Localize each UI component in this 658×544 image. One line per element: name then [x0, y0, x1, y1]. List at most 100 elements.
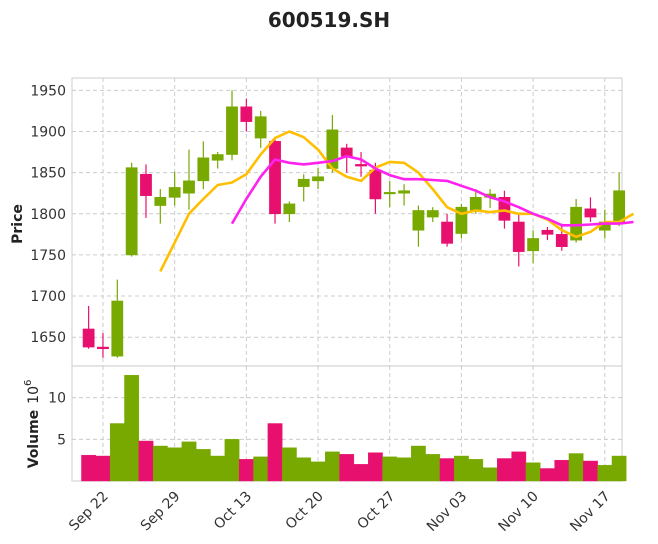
volume-tick-label: 5: [57, 432, 66, 448]
candle-body: [398, 190, 410, 194]
candle-body: [97, 346, 109, 350]
volume-axis-label: Volume 106: [23, 380, 42, 469]
candle-body: [312, 176, 324, 182]
volume-panel: 5 10: [48, 365, 627, 482]
volume-label-text: Volume: [26, 410, 42, 469]
volume-bar: [152, 445, 168, 482]
volume-bar: [439, 458, 455, 482]
volume-bar: [454, 455, 469, 482]
x-tick-label: Oct 27: [354, 489, 398, 533]
volume-bar: [554, 459, 570, 482]
candle-body: [283, 203, 296, 215]
volume-bar: [511, 451, 527, 482]
candle-body: [455, 206, 468, 234]
volume-bar: [568, 453, 584, 482]
volume-bar: [597, 464, 613, 482]
volume-exponent-power: 6: [23, 380, 34, 386]
volume-bar: [81, 454, 97, 482]
volume-tick-label: 10: [48, 391, 66, 407]
candle-body: [254, 116, 267, 139]
moving-average-line-magenta: [230, 154, 634, 227]
candle-body: [240, 106, 253, 122]
volume-bar: [482, 467, 498, 482]
volume-bar: [325, 451, 340, 482]
x-tick-label: Nov 10: [496, 489, 542, 535]
volume-bar: [138, 440, 154, 482]
volume-bar: [339, 454, 355, 482]
volume-bar: [109, 423, 125, 482]
candle-body: [82, 328, 95, 348]
volume-bar: [167, 447, 183, 482]
y-tick-label: 1900: [30, 124, 66, 140]
volume-bar: [267, 423, 283, 482]
volume-bar: [310, 461, 326, 482]
volume-bar: [353, 464, 369, 482]
candle-body: [369, 169, 382, 200]
y-tick-label: 1950: [30, 83, 66, 99]
x-tick-label: Sep 22: [66, 489, 112, 535]
price-panel-frame: [71, 77, 623, 367]
volume-bar: [296, 457, 312, 482]
x-tick-label: Oct 13: [211, 489, 255, 533]
x-tick-label: Oct 20: [283, 489, 327, 533]
chart-title: 600519.SH: [267, 8, 391, 32]
volume-bar: [411, 445, 426, 482]
volume-bar: [253, 456, 269, 482]
candle-body: [613, 190, 626, 223]
volume-exponent-base: 10: [26, 386, 42, 404]
candle-body: [441, 221, 453, 244]
volume-bar: [238, 459, 254, 482]
x-axis: Sep 22 Sep 29 Oct 13 Oct 20 Oct 27 Nov 03 Nov …: [66, 489, 614, 535]
volume-bar: [468, 459, 484, 482]
candle-body: [570, 206, 583, 241]
candle-body: [140, 173, 152, 196]
candle-body: [469, 197, 482, 211]
y-tick-label: 1650: [30, 330, 66, 346]
candle-body: [383, 192, 396, 195]
candle-body: [269, 141, 281, 215]
candle-body: [111, 300, 124, 357]
volume-bar: [396, 457, 412, 482]
candle-body: [168, 187, 181, 198]
candle-body: [426, 210, 439, 218]
volume-bar: [525, 462, 541, 482]
y-axis-label: Price: [10, 204, 26, 244]
x-tick-label: Nov 17: [567, 489, 613, 535]
y-tick-label: 1850: [30, 166, 66, 182]
volume-bar: [368, 452, 383, 482]
candle-body: [555, 234, 568, 247]
price-panel: 1650 1700 1750 1800 1850 1900 1950: [30, 77, 635, 367]
candle-body: [527, 238, 539, 252]
candle-body: [355, 164, 367, 167]
volume-bar: [425, 454, 441, 482]
volume-bar: [540, 468, 555, 482]
x-tick-label: Nov 03: [424, 489, 470, 535]
volume-bar: [95, 455, 111, 482]
candle-body: [498, 197, 511, 221]
candle-body: [154, 197, 167, 206]
candle-body: [211, 154, 224, 161]
volume-bar: [281, 447, 297, 482]
y-tick-label: 1750: [30, 248, 66, 264]
volume-bar: [224, 439, 240, 482]
volume-bar: [124, 374, 140, 482]
candle-body: [183, 180, 195, 194]
candle-body: [541, 229, 554, 235]
x-tick-label: Sep 29: [138, 489, 184, 535]
candle-body: [584, 208, 597, 218]
candle-body: [297, 178, 310, 187]
volume-bar: [195, 449, 211, 482]
candle-body: [226, 106, 238, 155]
volume-bar: [497, 458, 512, 482]
y-tick-label: 1800: [30, 207, 66, 223]
candle-body: [512, 221, 525, 252]
candle-body: [412, 210, 425, 231]
candle-body: [197, 157, 210, 182]
volume-bar: [210, 455, 226, 482]
moving-average-line-yellow: [159, 130, 635, 272]
volume-bar: [611, 455, 627, 482]
volume-bar: [583, 460, 598, 482]
candle-body: [125, 167, 138, 256]
y-tick-label: 1700: [30, 289, 66, 305]
